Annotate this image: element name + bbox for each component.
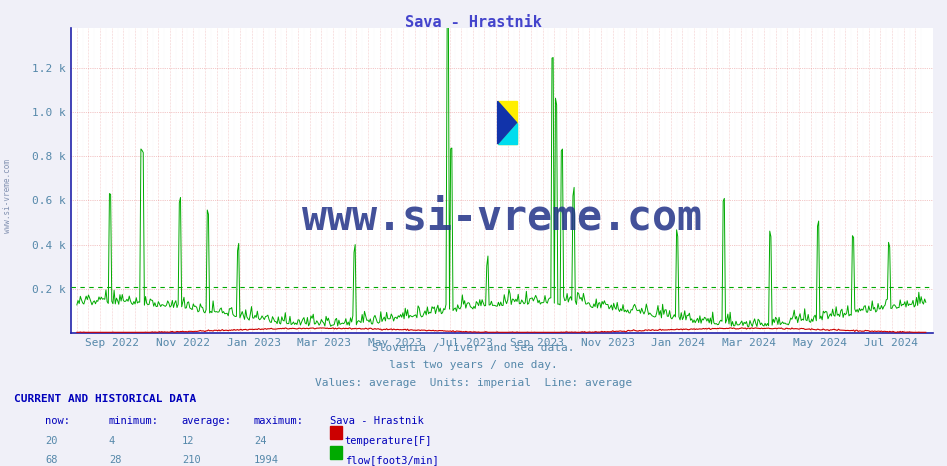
Polygon shape [497, 123, 516, 144]
Text: maximum:: maximum: [254, 416, 304, 426]
Text: flow[foot3/min]: flow[foot3/min] [345, 455, 438, 465]
Text: last two years / one day.: last two years / one day. [389, 360, 558, 370]
Text: 210: 210 [182, 455, 201, 465]
Text: Slovenia / river and sea data.: Slovenia / river and sea data. [372, 343, 575, 352]
Text: 4: 4 [109, 436, 116, 445]
Text: 28: 28 [109, 455, 121, 465]
Text: 68: 68 [45, 455, 58, 465]
Text: Sava - Hrastnik: Sava - Hrastnik [405, 15, 542, 30]
Text: www.si-vreme.com: www.si-vreme.com [3, 159, 12, 233]
Text: CURRENT AND HISTORICAL DATA: CURRENT AND HISTORICAL DATA [14, 394, 196, 404]
Polygon shape [497, 101, 516, 144]
Text: 20: 20 [45, 436, 58, 445]
Text: 24: 24 [254, 436, 266, 445]
Text: 12: 12 [182, 436, 194, 445]
Text: www.si-vreme.com: www.si-vreme.com [302, 196, 702, 238]
Text: Sava - Hrastnik: Sava - Hrastnik [330, 416, 423, 426]
Text: minimum:: minimum: [109, 416, 159, 426]
Text: temperature[F]: temperature[F] [345, 436, 432, 445]
Text: average:: average: [182, 416, 232, 426]
Text: 1994: 1994 [254, 455, 278, 465]
Bar [497, 101, 516, 144]
Text: now:: now: [45, 416, 70, 426]
Text: Values: average  Units: imperial  Line: average: Values: average Units: imperial Line: av… [314, 378, 633, 388]
